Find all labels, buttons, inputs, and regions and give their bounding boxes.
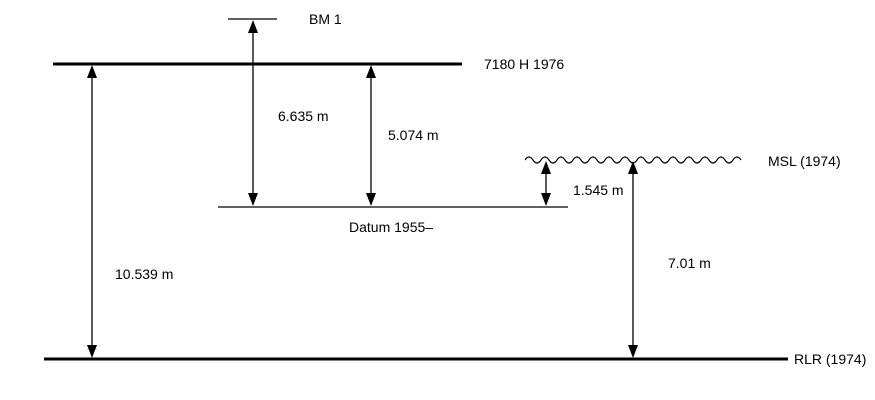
arrow-msl-to-datum [541,161,551,206]
arrow-bm1-to-datum [248,20,258,206]
msl-1974-label: MSL (1974) [768,153,841,169]
datum-1955-label: Datum 1955– [349,219,433,235]
distance-msl-to-rlr-label: 7.01 m [668,255,711,271]
arrow-nap-to-datum [366,65,376,206]
arrow-msl-to-rlr [628,161,638,358]
distance-msl-to-datum-label: 1.545 m [573,182,624,198]
rlr-1974-label: RLR (1974) [794,351,866,367]
nap-1976-label: 7180 H 1976 [484,56,564,72]
distance-nap-to-rlr-label: 10.539 m [115,266,173,282]
arrow-nap-to-rlr [87,65,97,358]
distance-nap-to-datum-label: 5.074 m [388,127,439,143]
bm1-label: BM 1 [309,11,342,27]
distance-bm1-to-datum-label: 6.635 m [278,108,329,124]
